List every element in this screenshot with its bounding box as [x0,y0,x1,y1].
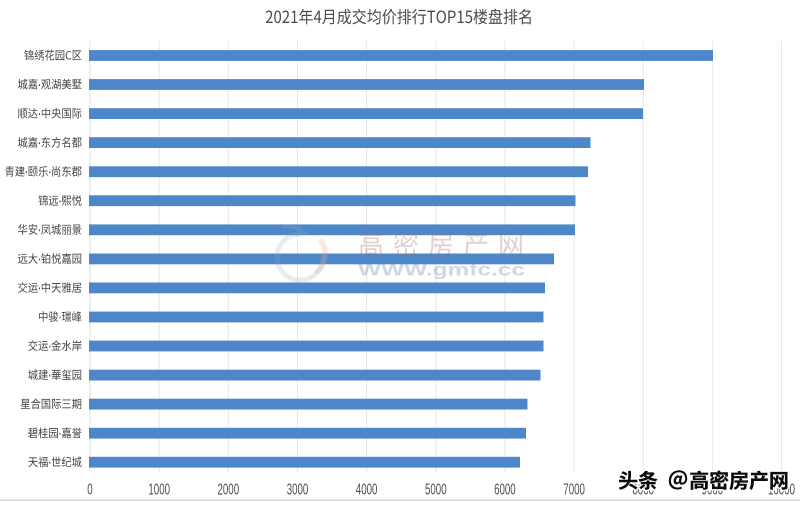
svg-text:7000: 7000 [563,481,585,498]
svg-text:1000: 1000 [148,481,170,498]
svg-text:2000: 2000 [218,481,240,498]
svg-text:4000: 4000 [356,481,378,498]
svg-text:3000: 3000 [287,481,309,498]
svg-text:WWW.gmfc.cc: WWW.gmfc.cc [358,260,525,280]
svg-text:0: 0 [87,481,93,498]
svg-text:5000: 5000 [425,481,447,498]
svg-text:6000: 6000 [494,481,516,498]
